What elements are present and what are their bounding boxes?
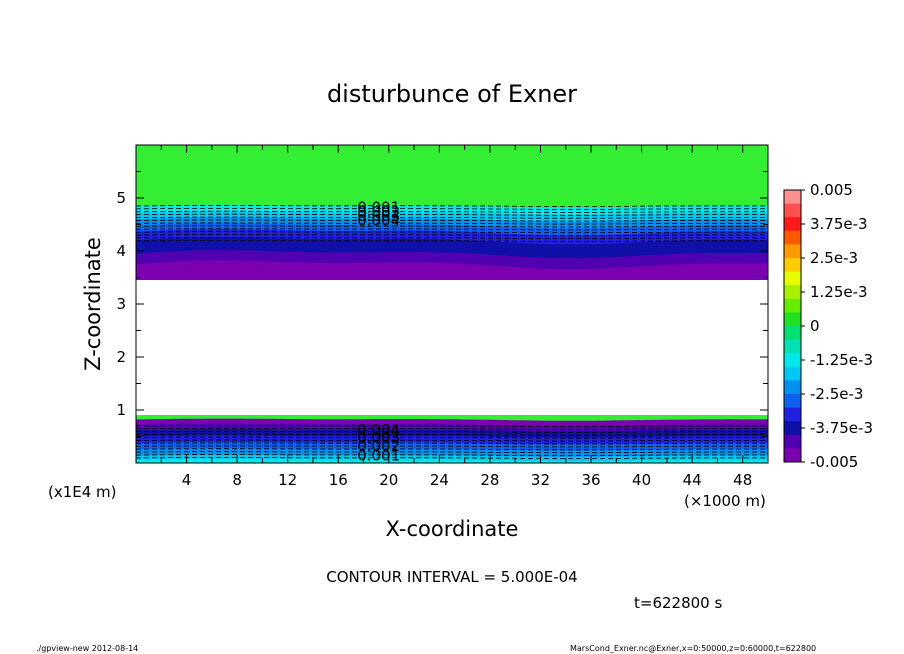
contour-line — [135, 425, 768, 427]
contour-label: 0.003 — [357, 429, 400, 447]
contour-label: 0.001 — [357, 447, 400, 465]
contour-line — [135, 231, 768, 234]
contour-label: 0.002 — [357, 203, 400, 221]
contour-label: 0.001 — [357, 199, 400, 217]
colorbar-swatch — [784, 190, 801, 205]
contour-line — [135, 222, 769, 225]
colorbar-swatch — [784, 394, 801, 409]
x-tick-label: 20 — [379, 471, 398, 489]
colorbar-swatch — [784, 326, 801, 341]
x-axis-title: X-coordinate — [386, 517, 519, 541]
colorbar-swatch — [784, 339, 801, 354]
x-tick-label: 12 — [278, 471, 297, 489]
x-tick-label: 28 — [480, 471, 499, 489]
y-tick-label: 1 — [116, 401, 126, 419]
x-tick-label: 8 — [232, 471, 242, 489]
y-tick-label: 4 — [116, 242, 126, 260]
y-tick-label: 3 — [116, 295, 126, 313]
colorbar-label: -0.005 — [810, 453, 858, 471]
contour-label: 0.004 — [357, 211, 400, 229]
x-tick-label: 44 — [683, 471, 702, 489]
contour-line — [135, 439, 768, 442]
contour-label: 0.003 — [357, 207, 400, 225]
x-tick-label: 36 — [581, 471, 600, 489]
contour-line — [135, 237, 768, 239]
colorbar-label: 0 — [810, 317, 820, 335]
colorbar-label: -1.25e-3 — [810, 351, 873, 369]
colorbar-swatch — [784, 285, 801, 300]
contour-line — [135, 430, 769, 433]
white-region — [136, 280, 768, 415]
x-unit-label: (×1000 m) — [684, 492, 766, 510]
colorbar-swatch — [784, 366, 801, 381]
contour-label: 0.004 — [357, 421, 400, 439]
colorbar: 0.005 3.75e-3 2.5e-3 1.25e-3 0 -1.25e-3 -2.5e-… — [783, 181, 873, 471]
y-axis-ticks: 1 2 3 4 5 — [116, 171, 768, 437]
colorbar-swatch — [784, 312, 801, 327]
colorbar-swatch — [784, 353, 801, 368]
plot-area: 0.0010.0020.0030.0040.0040.0030.0020.001… — [116, 144, 769, 489]
contour-line — [135, 240, 769, 243]
contour-label: 0.002 — [357, 437, 400, 455]
colorbar-label: 1.25e-3 — [810, 283, 868, 301]
contour-line — [135, 208, 768, 210]
contour-line — [135, 216, 768, 219]
colorbar-swatch — [784, 448, 801, 463]
contour-line — [135, 436, 768, 439]
x-axis-ticks: 4 8 12 16 20 24 28 32 36 40 44 48 — [160, 145, 752, 489]
colorbar-swatch — [784, 244, 801, 259]
contour-line — [135, 213, 768, 216]
x-tick-label: 24 — [430, 471, 449, 489]
x-tick-label: 48 — [733, 471, 752, 489]
colorbar-swatch — [784, 380, 801, 395]
x-tick-label: 16 — [329, 471, 348, 489]
colorbar-swatch — [784, 271, 801, 286]
x-tick-label: 32 — [531, 471, 550, 489]
x-tick-label: 40 — [632, 471, 651, 489]
colorbar-label: 3.75e-3 — [810, 215, 868, 233]
colorbar-swatch — [784, 421, 801, 436]
contour-line — [135, 442, 768, 445]
colorbar-swatch — [784, 434, 801, 449]
contour-line — [135, 225, 768, 228]
y-tick-label: 5 — [116, 189, 126, 207]
y-axis-title: Z-coordinate — [81, 237, 105, 371]
chart-title: disturbunce of Exner — [327, 80, 577, 108]
colorbar-label: -2.5e-3 — [810, 385, 863, 403]
colorbar-swatch — [784, 258, 801, 273]
colorbar-label: 2.5e-3 — [810, 249, 858, 267]
contour-line — [135, 210, 768, 213]
contour-line — [135, 219, 769, 222]
y-tick-label: 2 — [116, 348, 126, 366]
contour-line — [135, 457, 768, 459]
x-tick-label: 4 — [182, 471, 192, 489]
colorbar-swatch — [784, 230, 801, 245]
contour-line — [135, 427, 768, 430]
contour-lines — [135, 204, 769, 459]
time-label: t=622800 s — [634, 594, 722, 612]
contour-band-lower — [136, 458, 768, 463]
footer-right: MarsCond_Exner.nc@Exner,x=0:50000,z=0:60… — [570, 644, 816, 653]
colorbar-swatch — [784, 217, 801, 232]
contour-line — [135, 204, 768, 208]
contour-line — [135, 448, 768, 451]
contour-interval-label: CONTOUR INTERVAL = 5.000E-04 — [326, 568, 577, 586]
contour-line — [135, 228, 768, 231]
footer-left: ./gpview-new 2012-08-14 — [36, 644, 138, 653]
contour-line — [135, 445, 768, 448]
contour-line — [135, 433, 769, 436]
contour-line — [135, 234, 768, 237]
colorbar-swatch — [784, 203, 801, 218]
y-unit-label: (x1E4 m) — [48, 483, 117, 501]
colorbar-label: -3.75e-3 — [810, 419, 873, 437]
contour-line — [135, 454, 768, 457]
colorbar-swatch — [784, 407, 801, 422]
colorbar-swatch — [784, 298, 801, 313]
contour-line — [135, 451, 769, 454]
colorbar-label: 0.005 — [810, 181, 853, 199]
